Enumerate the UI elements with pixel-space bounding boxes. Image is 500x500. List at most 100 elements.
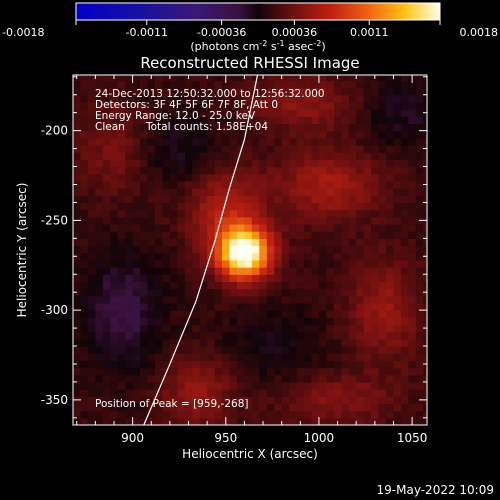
heatmap-cell [356, 252, 365, 261]
heatmap-cell [423, 317, 427, 326]
heatmap-cell [326, 87, 335, 96]
heatmap-cell [125, 396, 134, 405]
heatmap-cell [110, 338, 119, 347]
heatmap-cell [132, 216, 141, 225]
heatmap-cell [222, 188, 231, 196]
heatmap-cell [393, 195, 402, 204]
heatmap-cell [363, 310, 372, 318]
heatmap-cell [371, 195, 380, 204]
heatmap-cell [393, 231, 402, 239]
heatmap-cell [214, 101, 223, 110]
heatmap-cell [363, 410, 372, 419]
heatmap-cell [244, 188, 253, 196]
heatmap-cell [378, 346, 387, 354]
heatmap-cell [177, 159, 186, 168]
heatmap-cell [184, 216, 193, 225]
heatmap-cell [95, 353, 104, 361]
heatmap-cell [73, 87, 82, 96]
heatmap-cell [363, 116, 372, 125]
heatmap-cell [296, 173, 305, 182]
heatmap-cell [87, 94, 96, 103]
heatmap-cell [274, 281, 283, 290]
heatmap-cell [266, 267, 275, 275]
heatmap-cell [393, 295, 402, 304]
heatmap-cell [244, 145, 253, 153]
colorbar-units-label: (photons cm-2 s-1 asec-2) [190, 39, 325, 53]
heatmap-cell [154, 403, 164, 412]
heatmap-cell [400, 123, 409, 132]
heatmap-cell [251, 288, 260, 297]
heatmap-cell [192, 417, 201, 425]
heatmap-cell [386, 80, 395, 89]
heatmap-cell [102, 259, 111, 268]
heatmap-cell [140, 410, 149, 419]
heatmap-cell [326, 195, 335, 204]
heatmap-cell [169, 252, 178, 261]
heatmap-cell [102, 381, 111, 390]
heatmap-cell [229, 396, 238, 405]
heatmap-cell [259, 123, 268, 132]
heatmap-cell [214, 389, 223, 397]
heatmap-cell [251, 123, 260, 132]
heatmap-cell [229, 353, 238, 361]
heatmap-cell [348, 223, 357, 232]
heatmap-cell [140, 310, 149, 318]
heatmap-cell [222, 310, 231, 318]
heatmap-cell [147, 231, 156, 239]
heatmap-cell [236, 317, 246, 326]
heatmap-cell [87, 295, 96, 304]
heatmap-cell [229, 367, 238, 376]
heatmap-cell [259, 252, 268, 261]
heatmap-cell [304, 295, 313, 304]
heatmap-cell [110, 310, 119, 318]
heatmap-cell [125, 331, 134, 340]
heatmap-cell [214, 80, 223, 89]
heatmap-cell [393, 381, 402, 390]
heatmap-cell [154, 317, 164, 326]
heatmap-cell [95, 281, 104, 290]
heatmap-cell [378, 101, 387, 110]
heatmap-cell [169, 231, 178, 239]
heatmap-cell [162, 80, 171, 89]
heatmap-cell [102, 346, 111, 354]
heatmap-cell [281, 188, 290, 196]
heatmap-cell [281, 87, 290, 96]
heatmap-cell [304, 209, 313, 218]
heatmap-cell [296, 245, 305, 254]
heatmap-cell [117, 288, 126, 297]
heatmap-cell [326, 223, 335, 232]
heatmap-cell [154, 281, 164, 290]
heatmap-cell [371, 281, 380, 290]
heatmap-cell [95, 231, 104, 239]
heatmap-cell [259, 338, 268, 347]
heatmap-cell [386, 173, 395, 182]
colorbar-ticks: -0.0018 -0.0011 -0.00036 0.00036 0.0011 0.001… [2, 20, 498, 39]
heatmap-cell [318, 159, 327, 168]
heatmap-cell [162, 209, 171, 218]
heatmap-cell [393, 317, 402, 326]
heatmap-cell [363, 145, 372, 153]
heatmap-cell [169, 216, 178, 225]
heatmap-cell [415, 101, 424, 110]
heatmap-cell [214, 338, 223, 347]
heatmap-cell [244, 331, 253, 340]
heatmap-cell [154, 353, 164, 361]
heatmap-cell [363, 295, 372, 304]
heatmap-cell [140, 188, 149, 196]
heatmap-cell [199, 403, 208, 412]
heatmap-cell [259, 209, 268, 218]
heatmap-cell [162, 317, 171, 326]
heatmap-cell [371, 346, 380, 354]
heatmap-cell [274, 180, 283, 189]
heatmap-cell [304, 180, 313, 189]
heatmap-cell [274, 145, 283, 153]
heatmap-cell [207, 87, 216, 96]
heatmap-cell [102, 281, 111, 290]
heatmap-cell [236, 396, 246, 405]
heatmap-cell [199, 310, 208, 318]
heatmap-cell [177, 145, 186, 153]
heatmap-cell [326, 145, 335, 153]
heatmap-cell [154, 381, 164, 390]
heatmap-cell [408, 302, 417, 311]
heatmap-cell [281, 245, 290, 254]
